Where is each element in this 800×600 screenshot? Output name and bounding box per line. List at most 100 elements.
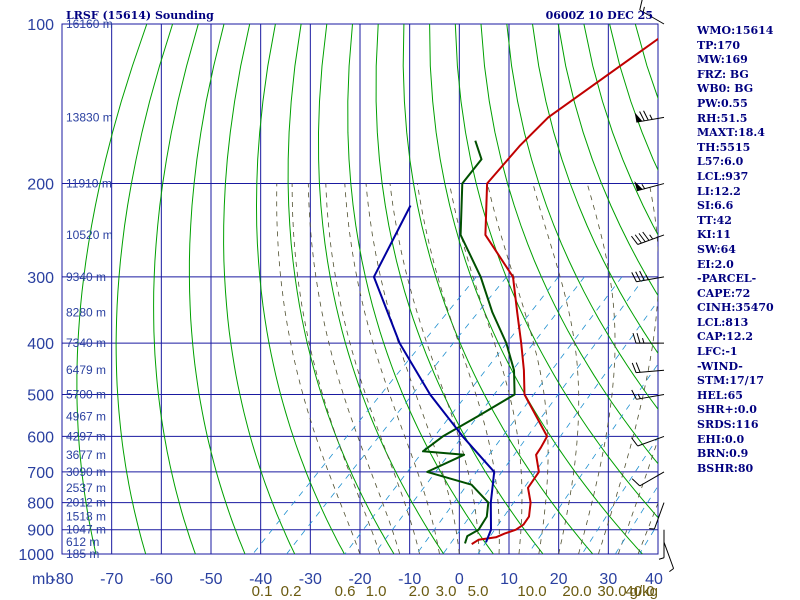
height-label: 1047 m <box>66 523 106 537</box>
mixing-ratio-label: 20.0 <box>562 583 591 600</box>
dry-adiabat-line <box>557 24 658 297</box>
mixing-ratio-line <box>286 276 507 554</box>
index-line: CAP:12.2 <box>697 330 754 344</box>
wind-barb <box>649 502 665 530</box>
moist-adiabat-line <box>617 438 658 554</box>
temperature-trace <box>471 37 658 545</box>
dry-adiabat-line <box>317 24 445 554</box>
index-line: -PARCEL- <box>697 272 757 286</box>
wind-barb <box>634 181 665 192</box>
moist-adiabat-line <box>291 183 381 554</box>
barb-feather <box>631 362 637 373</box>
barb-feather <box>639 0 643 11</box>
pressure-tick-label: 600 <box>27 429 54 446</box>
mixing-ratio-label: 10.0 <box>517 583 546 600</box>
mixing-ratio-line <box>442 276 646 554</box>
mixing-ratio-label: 5.0 <box>468 583 489 600</box>
barb-half-feather <box>642 337 645 344</box>
background-lines <box>76 24 658 554</box>
barb-staff <box>639 471 665 487</box>
height-label: 8280 m <box>66 305 106 319</box>
temperature-tick-label: -20 <box>348 571 371 588</box>
height-label: 4297 m <box>66 429 106 443</box>
mixing-ratio-line <box>373 276 585 554</box>
height-label: 11910 m <box>66 177 112 191</box>
moist-adiabat-line <box>344 183 440 554</box>
moist-adiabat-line <box>307 183 401 554</box>
dry-adiabat-line <box>429 24 643 554</box>
temperature-tick-label: -70 <box>100 571 123 588</box>
height-label: 4967 m <box>66 409 106 423</box>
mixing-ratio-label: 2.0 <box>409 583 430 600</box>
mixing-ratio-line <box>344 276 559 554</box>
index-line: WB0: BG <box>697 82 754 96</box>
index-line: TT:42 <box>697 213 732 227</box>
temperature-tick-label: -40 <box>249 571 272 588</box>
dry-adiabat-line <box>375 24 544 554</box>
index-line: MAXT:18.4 <box>697 126 765 140</box>
parcel-trace <box>372 205 496 543</box>
barb-feather <box>639 111 645 122</box>
barb-staff <box>653 502 665 530</box>
height-label: 10520 m <box>66 228 113 242</box>
moist-adiabat-line <box>417 183 500 554</box>
temperature-tick-label: -60 <box>150 571 173 588</box>
barb-feather <box>631 478 641 487</box>
barb-half-feather <box>649 114 653 120</box>
barb-half-feather <box>641 184 646 189</box>
index-line: RH:51.5 <box>697 111 748 125</box>
pressure-unit-label: mb <box>32 571 54 588</box>
temperature-tick-label: -10 <box>398 571 421 588</box>
index-line: LCL:813 <box>697 315 749 329</box>
wind-barb <box>639 0 665 25</box>
dry-adiabat-line <box>153 24 199 554</box>
moist-adiabat-line <box>532 183 580 554</box>
barb-staff <box>639 9 665 25</box>
barb-staff <box>636 369 665 374</box>
wind-barb <box>631 435 665 447</box>
mixing-ratio-label: 0.2 <box>281 583 302 600</box>
height-label: 2012 m <box>66 496 106 510</box>
barb-staff <box>636 393 665 400</box>
height-label: 1518 m <box>66 510 106 524</box>
index-line: EI:2.0 <box>697 257 734 271</box>
index-line: MW:169 <box>697 53 748 67</box>
barb-feather <box>634 234 642 244</box>
wind-barbs <box>631 0 675 573</box>
index-line: TH:5515 <box>697 140 751 154</box>
wind-barb <box>632 332 664 344</box>
barb-feather <box>638 233 646 243</box>
height-label: 5700 m <box>66 387 106 401</box>
pressure-grid <box>61 23 659 555</box>
mixing-ratio-line <box>527 363 658 554</box>
index-panel: WMO:15614 TP:170 MW:169 FRZ: BG WB0: BG PW:0.… <box>697 24 797 476</box>
pressure-tick-label: 100 <box>27 17 54 34</box>
index-line: CINH:35470 <box>697 301 774 315</box>
pressure-tick-label: 800 <box>27 496 54 513</box>
dry-adiabat-line <box>402 24 594 554</box>
moist-adiabat-line <box>449 183 523 554</box>
barb-feather <box>639 270 645 281</box>
temperature-tick-label: -50 <box>199 571 222 588</box>
wind-barb <box>631 270 665 283</box>
barb-feather <box>636 332 641 344</box>
chart-title: LRSF (15614) Sounding <box>66 9 214 22</box>
index-line: SW:64 <box>697 242 736 256</box>
index-line: LFC:-1 <box>697 345 738 359</box>
index-line: SI:6.6 <box>697 199 734 213</box>
wind-barb <box>634 110 665 123</box>
mixing-ratio-label: 3.0 <box>436 583 457 600</box>
moist-adiabat-line <box>365 183 460 554</box>
height-label: 2537 m <box>66 481 106 495</box>
wind-barb <box>663 542 675 573</box>
dry-adiabat-line <box>223 24 296 554</box>
pressure-tick-label: 200 <box>27 177 54 194</box>
height-label: 185 m <box>66 547 99 561</box>
index-line: PW:0.55 <box>697 96 748 110</box>
index-line: -WIND- <box>697 359 743 373</box>
moist-adiabat-line <box>578 183 616 554</box>
dry-adiabat-line <box>115 24 174 554</box>
